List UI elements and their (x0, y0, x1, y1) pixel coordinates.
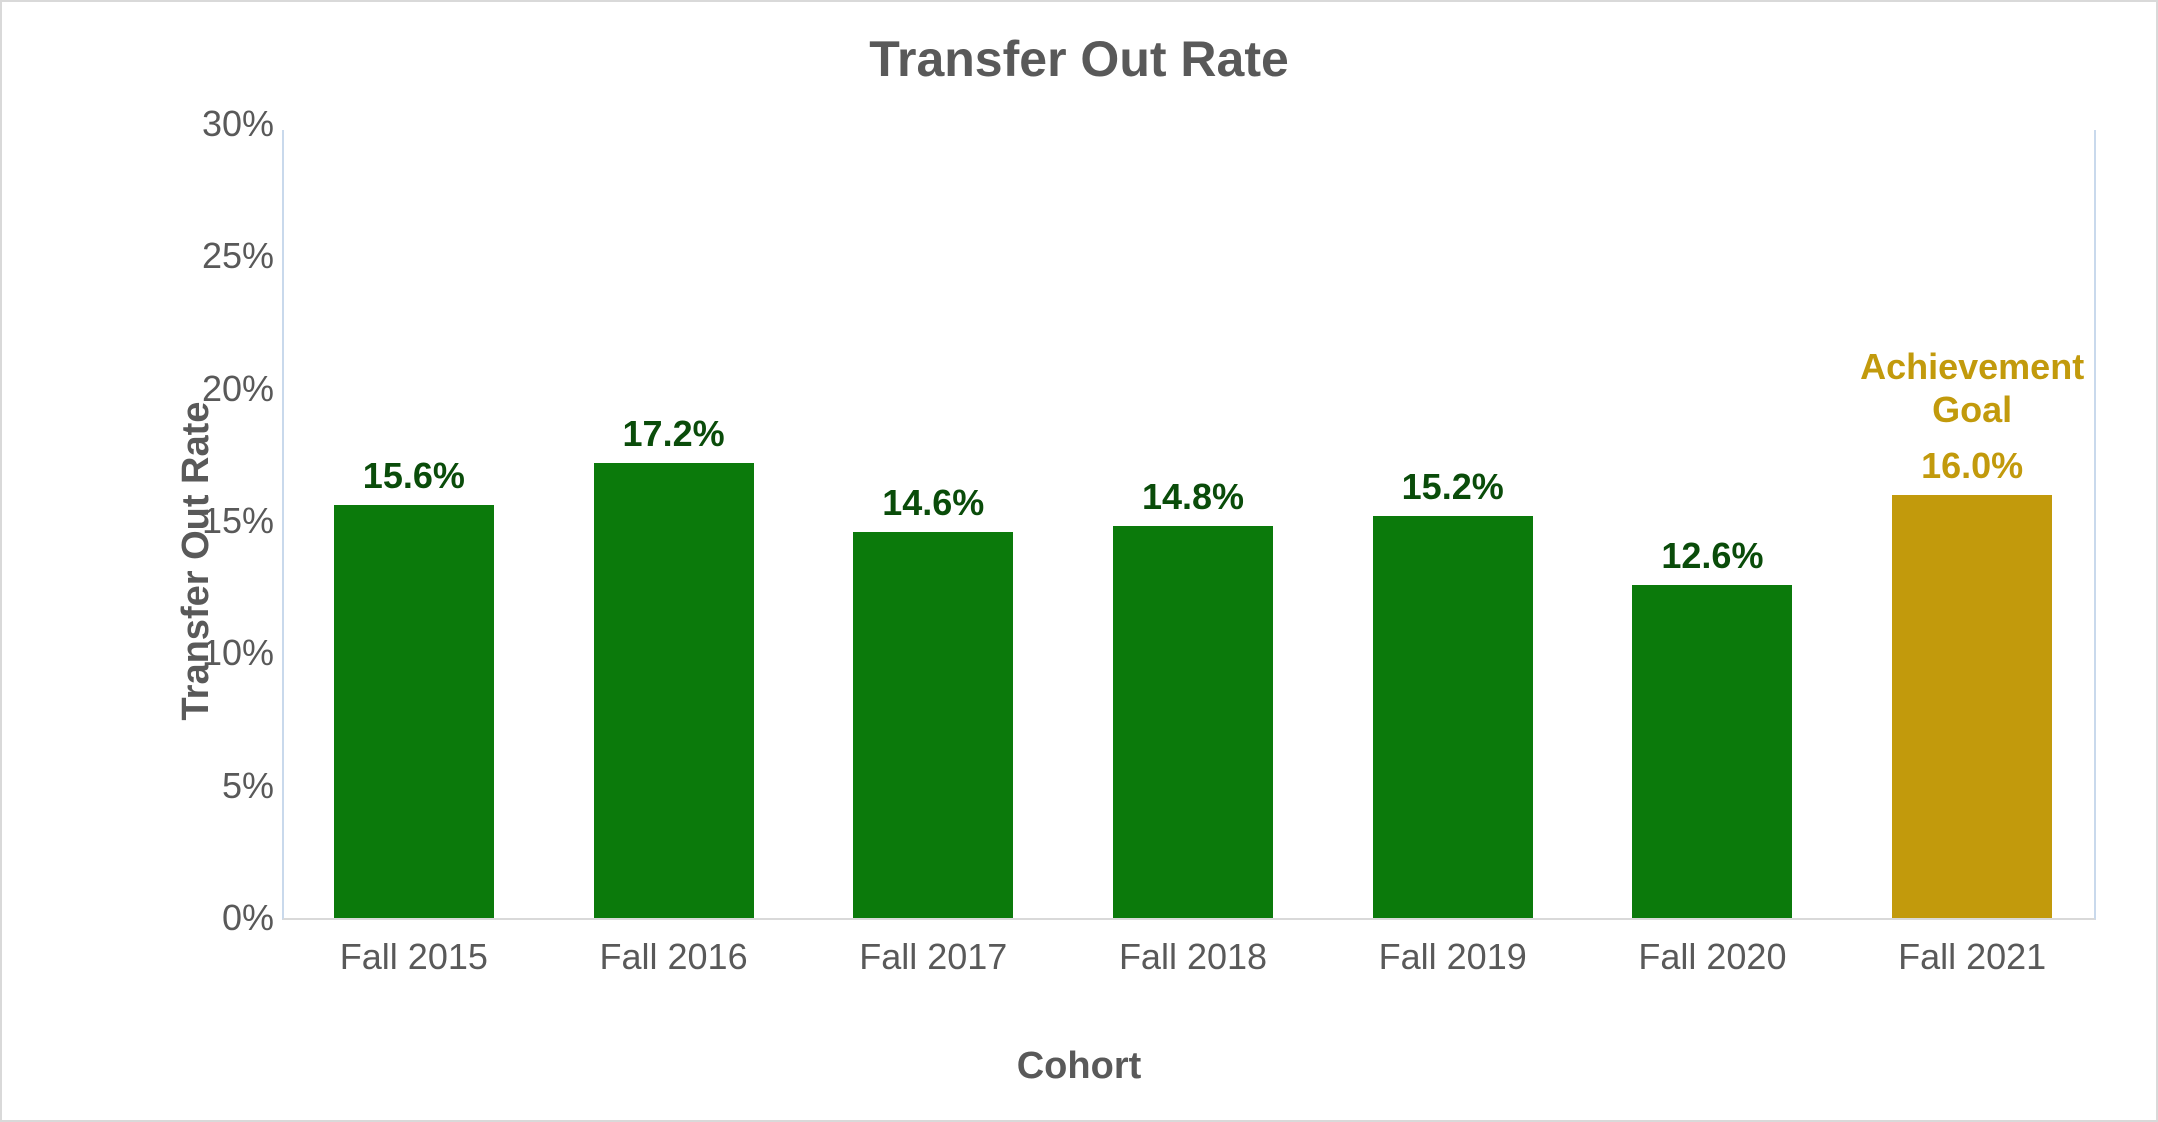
x-tick: Fall 2021 (1898, 936, 2046, 978)
bar-value-label: 15.2% (1402, 466, 1504, 508)
bar-group: 14.6%Fall 2017 (853, 532, 1013, 918)
bar (594, 463, 754, 918)
x-tick: Fall 2015 (340, 936, 488, 978)
chart-title: Transfer Out Rate (2, 30, 2156, 88)
bar-group: 16.0%Fall 2021AchievementGoal (1892, 495, 2052, 918)
bar-annotation: AchievementGoal (1860, 345, 2084, 431)
bar-value-label: 14.6% (882, 482, 984, 524)
x-tick: Fall 2018 (1119, 936, 1267, 978)
bar-value-label: 12.6% (1661, 535, 1763, 577)
bar (334, 505, 494, 918)
x-tick: Fall 2017 (859, 936, 1007, 978)
plot-area: 0%5%10%15%20%25%30%15.6%Fall 201517.2%Fa… (282, 130, 2096, 920)
bar-group: 12.6%Fall 2020 (1632, 585, 1792, 918)
bar-value-label: 15.6% (363, 455, 465, 497)
x-tick: Fall 2020 (1638, 936, 1786, 978)
bar-group: 17.2%Fall 2016 (594, 463, 754, 918)
bar-group: 14.8%Fall 2018 (1113, 526, 1273, 918)
bar-value-label: 17.2% (623, 413, 725, 455)
x-tick: Fall 2019 (1379, 936, 1527, 978)
bar-value-label: 16.0% (1921, 445, 2023, 487)
bar-value-label: 14.8% (1142, 476, 1244, 518)
x-axis-label: Cohort (2, 1045, 2156, 1088)
bar (1632, 585, 1792, 918)
bar-group: 15.6%Fall 2015 (334, 505, 494, 918)
y-tick: 25% (174, 235, 274, 277)
y-tick: 30% (174, 103, 274, 145)
bar (1373, 516, 1533, 918)
bar (853, 532, 1013, 918)
y-tick: 0% (174, 897, 274, 939)
bar-group: 15.2%Fall 2019 (1373, 516, 1533, 918)
y-tick: 10% (174, 632, 274, 674)
x-tick: Fall 2016 (600, 936, 748, 978)
bar (1892, 495, 2052, 918)
y-tick: 5% (174, 765, 274, 807)
bar (1113, 526, 1273, 918)
y-tick: 15% (174, 500, 274, 542)
chart-container: Transfer Out Rate Transfer Out Rate Coho… (0, 0, 2158, 1122)
y-tick: 20% (174, 368, 274, 410)
